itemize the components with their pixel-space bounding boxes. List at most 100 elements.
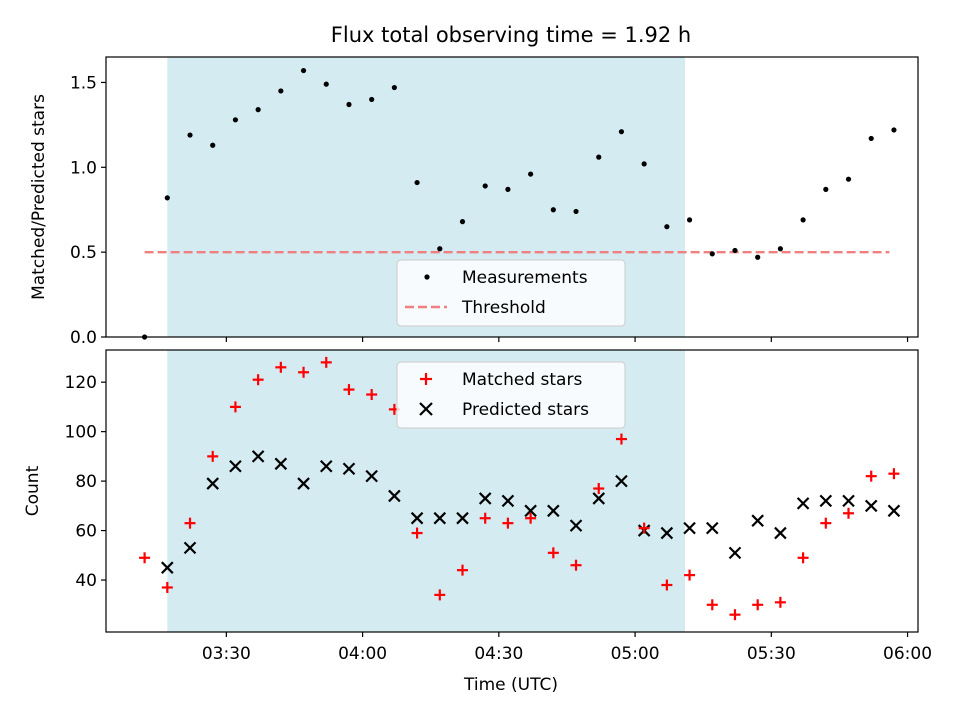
matched-star-point (139, 552, 151, 564)
chart-title: Flux total observing time = 1.92 h (331, 23, 691, 47)
predicted-star-point (251, 450, 265, 463)
bottom-legend: Matched stars Predicted stars (396, 361, 626, 429)
measurement-point (437, 246, 443, 252)
x-tick-label: 05:30 (747, 644, 796, 664)
matched-star-point (615, 433, 627, 445)
measurement-point (505, 186, 511, 192)
legend-matched-marker (420, 373, 432, 385)
predicted-star-point (319, 459, 333, 473)
measurement-point (845, 176, 852, 182)
matched-star-point (479, 512, 491, 524)
matched-star-point (547, 547, 559, 559)
matched-star-point (525, 512, 537, 524)
measurement-point (255, 107, 261, 113)
matched-star-point (797, 552, 809, 564)
measurement-point (369, 96, 375, 103)
matched-star-point (184, 517, 196, 529)
predicted-star-point (388, 489, 401, 503)
measurement-point (732, 247, 738, 254)
matched-star-point (843, 507, 855, 519)
predicted-star-point (683, 521, 696, 535)
matched-star-point (638, 522, 650, 534)
top-axes-frame (105, 56, 919, 338)
predicted-star-point (569, 519, 583, 532)
predicted-star-point (751, 514, 764, 527)
predicted-star-point (456, 511, 469, 525)
matched-star-point (275, 361, 287, 373)
y-tick-label: 80 (75, 472, 97, 492)
top-legend-box (396, 259, 626, 327)
measurement-point (164, 195, 170, 201)
matched-star-point (207, 450, 219, 462)
predicted-star-point (410, 511, 424, 525)
predicted-star-point (206, 477, 220, 490)
measurement-point (414, 179, 420, 186)
predicted-star-point (342, 462, 356, 476)
matched-star-point (570, 559, 582, 571)
measurement-point (755, 254, 761, 260)
bottom-legend-box (396, 361, 626, 429)
matched-star-point (593, 483, 605, 495)
matched-star-point (706, 599, 718, 611)
predicted-star-point (728, 546, 742, 560)
measurement-point (232, 117, 239, 123)
matched-star-point (434, 589, 446, 601)
predicted-star-point (774, 526, 787, 540)
legend-measurements-marker (424, 274, 430, 280)
matched-star-point (661, 579, 673, 591)
predicted-star-point (478, 492, 492, 505)
predicted-star-point (524, 504, 537, 518)
legend-predicted-marker (419, 402, 433, 416)
legend-matched-label: Matched stars (462, 370, 582, 390)
matched-star-point (820, 517, 832, 529)
measurement-point (300, 67, 307, 74)
top-legend: Measurements Threshold (396, 259, 626, 327)
matched-star-point (320, 356, 332, 368)
predicted-star-point (229, 459, 242, 473)
predicted-star-point (547, 504, 560, 518)
measurement-point (709, 251, 715, 257)
y-tick-label: 120 (65, 373, 97, 393)
measurement-point (528, 171, 534, 177)
matched-star-point (366, 389, 378, 401)
measurement-point (278, 88, 284, 94)
matched-star-point (298, 366, 310, 378)
legend-measurements-label: Measurements (462, 268, 588, 288)
predicted-star-point (501, 494, 515, 508)
top-panel: 0.0 0.5 1.0 1.5 Matched/Predicted stars Mea… (29, 56, 919, 348)
matched-star-point (888, 468, 900, 480)
predicted-star-point (161, 561, 174, 574)
predicted-star-point (592, 492, 606, 505)
measurement-point (482, 183, 488, 189)
measurement-point (459, 219, 466, 225)
measurement-point (391, 84, 397, 91)
legend-predicted-label: Predicted stars (462, 400, 589, 420)
y-tick-label: 60 (75, 522, 97, 542)
predicted-star-point (615, 474, 628, 488)
matched-star-point (252, 374, 264, 386)
bottom-axes-frame (105, 349, 919, 633)
matched-star-point (752, 599, 764, 611)
predicted-star-point (842, 494, 855, 508)
matched-star-point (229, 401, 241, 413)
predicted-star-point (274, 457, 288, 471)
measurement-point (618, 129, 625, 135)
legend-threshold-label: Threshold (461, 298, 546, 318)
matched-star-point (343, 384, 355, 396)
matched-star-point (684, 569, 696, 581)
y-tick-label: 1.0 (70, 158, 97, 178)
y-tick-label: 1.5 (70, 73, 97, 93)
measurement-point (891, 127, 897, 133)
predicted-star-point (660, 526, 674, 540)
bottom-y-axis-label: Count (23, 465, 43, 516)
top-x-ticks (225, 337, 909, 342)
y-tick-label: 0.5 (70, 243, 97, 263)
measurement-point (641, 161, 647, 167)
bottom-x-axis: 03:30 04:00 04:30 05:00 05:30 06:00 (202, 632, 932, 664)
matched-star-point (502, 517, 514, 529)
matched-star-point (774, 596, 786, 608)
x-tick-label: 05:00 (611, 644, 660, 664)
matched-star-point (729, 609, 741, 621)
matched-star-point (456, 564, 468, 576)
